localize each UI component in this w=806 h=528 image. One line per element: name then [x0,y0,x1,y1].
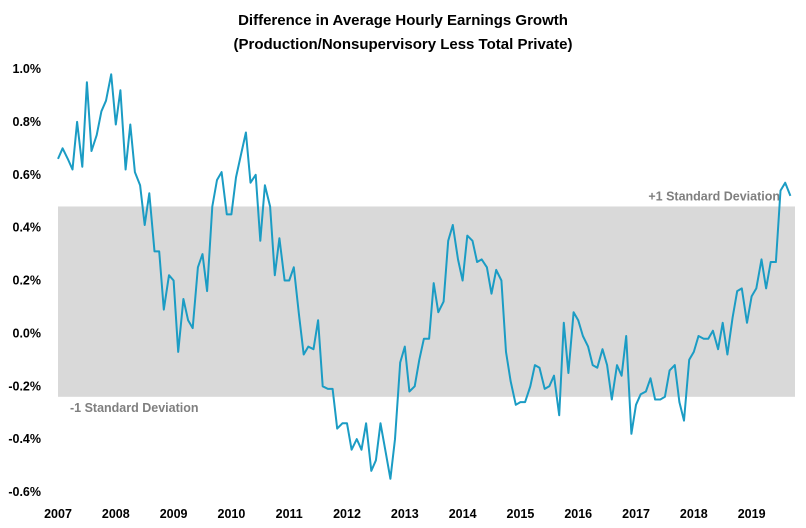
chart-title: Difference in Average Hourly Earnings Gr… [238,12,568,29]
y-tick-label: -0.4% [8,432,41,446]
x-tick-label: 2009 [160,507,188,521]
x-tick-label: 2011 [276,507,303,521]
lower-band-label: -1 Standard Deviation [70,401,199,415]
x-tick-label: 2010 [218,507,246,521]
upper-band-label: +1 Standard Deviation [648,189,780,203]
y-tick-label: 0.6% [13,168,42,182]
y-tick-label: 0.8% [13,115,42,129]
y-tick-label: 0.0% [13,326,42,340]
x-tick-label: 2019 [738,507,766,521]
x-tick-label: 2017 [622,507,650,521]
series-line [57,73,792,480]
x-tick-label: 2014 [449,507,477,521]
standard-deviation-band [58,206,795,397]
y-tick-label: 0.4% [13,221,42,235]
x-tick-label: 2016 [564,507,592,521]
y-tick-label: 1.0% [13,62,42,76]
chart-subtitle: (Production/Nonsupervisory Less Total Pr… [234,36,573,53]
x-axis-ticks: 2007 2008 2009 2010 2011 2012 2013 2014 2015 2016… [44,507,766,521]
x-tick-label: 2012 [333,507,361,521]
x-tick-label: 2013 [391,507,419,521]
y-axis-ticks: 1.0% 0.8% 0.6% 0.4% 0.2% 0.0% -0.2% -0.4% -0.6% [8,62,41,499]
y-tick-label: 0.2% [13,274,42,288]
y-tick-label: -0.6% [8,485,41,499]
y-tick-label: -0.2% [8,379,41,393]
x-tick-label: 2018 [680,507,708,521]
x-tick-label: 2007 [44,507,72,521]
x-tick-label: 2008 [102,507,130,521]
x-tick-label: 2015 [507,507,535,521]
